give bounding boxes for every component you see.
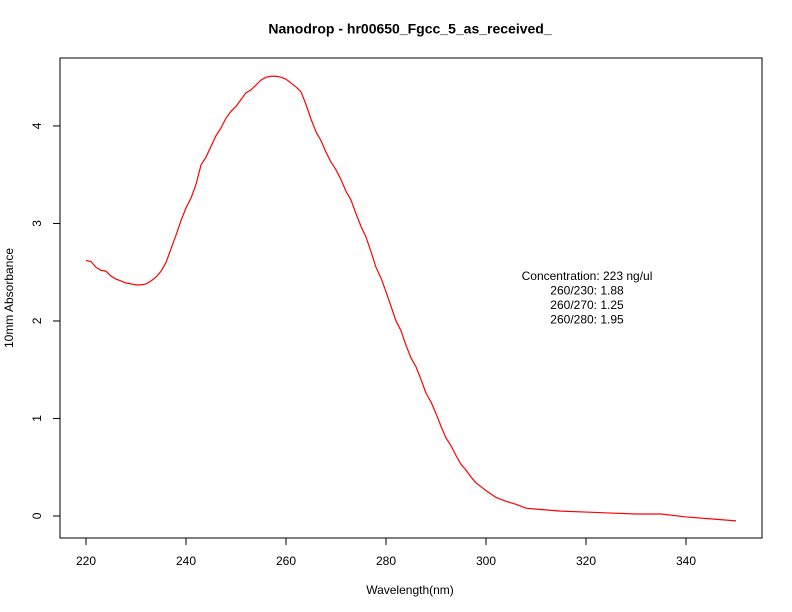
- x-tick-label: 220: [76, 554, 96, 568]
- y-tick-label: 0: [30, 512, 44, 519]
- y-tick-label: 3: [30, 220, 44, 227]
- annotation: 260/270: 1.25: [550, 298, 624, 312]
- annotation: 260/280: 1.95: [550, 313, 624, 327]
- x-tick-label: 320: [576, 554, 596, 568]
- x-tick-label: 240: [176, 554, 196, 568]
- x-tick-label: 300: [476, 554, 496, 568]
- data-line: [85, 75, 737, 522]
- x-tick-label: 340: [676, 554, 696, 568]
- chart-title: Nanodrop - hr00650_Fgcc_5_as_received_: [268, 21, 551, 37]
- x-tick-label: 260: [276, 554, 296, 568]
- y-tick-label: 2: [30, 317, 44, 324]
- x-tick-label: 280: [376, 554, 396, 568]
- y-tick-label: 4: [30, 122, 44, 129]
- y-axis-label: 10mm Absorbance: [2, 248, 16, 348]
- annotation: Concentration: 223 ng/ul: [522, 269, 653, 283]
- x-axis-label: Wavelength(nm): [366, 583, 454, 597]
- y-tick-label: 1: [30, 415, 44, 422]
- annotation: 260/230: 1.88: [550, 284, 624, 298]
